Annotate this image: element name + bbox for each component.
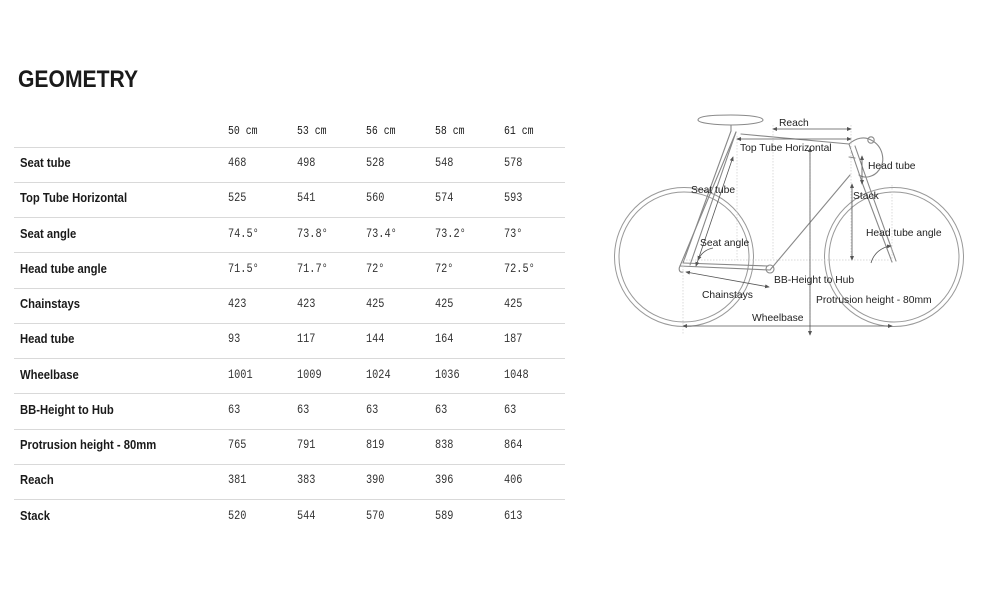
svg-text:Seat angle: Seat angle	[700, 238, 750, 249]
svg-text:Head tube: Head tube	[868, 161, 916, 172]
svg-text:Chainstays: Chainstays	[702, 290, 753, 301]
svg-text:Top Tube Horizontal: Top Tube Horizontal	[740, 143, 832, 154]
svg-text:Stack: Stack	[853, 191, 880, 202]
svg-text:BB-Height to Hub: BB-Height to Hub	[774, 275, 854, 286]
svg-text:Wheelbase: Wheelbase	[752, 313, 804, 324]
svg-text:Seat tube: Seat tube	[691, 185, 735, 196]
svg-text:Protrusion height - 80mm: Protrusion height - 80mm	[816, 295, 932, 306]
svg-text:Reach: Reach	[779, 118, 809, 129]
svg-text:Head tube angle: Head tube angle	[866, 228, 942, 239]
